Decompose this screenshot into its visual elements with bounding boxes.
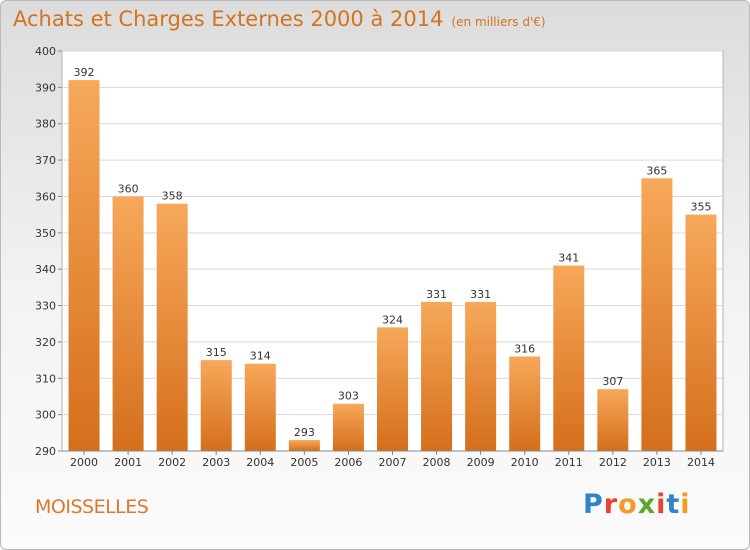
data-label: 341 bbox=[558, 252, 579, 265]
data-label: 307 bbox=[602, 375, 623, 388]
data-label: 331 bbox=[470, 288, 491, 301]
logo-letter: P bbox=[583, 489, 604, 520]
bar-2012 bbox=[597, 389, 629, 451]
chart-subtitle: (en milliers d'€) bbox=[451, 15, 546, 29]
y-tick-label: 290 bbox=[35, 445, 56, 458]
y-tick-label: 390 bbox=[35, 81, 56, 94]
x-tick-label: 2012 bbox=[599, 456, 627, 469]
x-tick-label: 2001 bbox=[114, 456, 142, 469]
y-tick-label: 360 bbox=[35, 190, 56, 203]
logo-letter: t bbox=[666, 489, 681, 520]
x-tick-label: 2004 bbox=[246, 456, 274, 469]
bar-2002 bbox=[156, 203, 188, 451]
y-tick-label: 370 bbox=[35, 154, 56, 167]
data-label: 365 bbox=[646, 164, 667, 177]
bar-2001 bbox=[112, 196, 144, 451]
data-label: 331 bbox=[426, 288, 447, 301]
data-label: 315 bbox=[206, 346, 227, 359]
logo-letter: i bbox=[680, 489, 691, 520]
chart-title: Achats et Charges Externes 2000 à 2014 (e… bbox=[13, 7, 546, 31]
bar-2005 bbox=[288, 440, 320, 451]
y-tick-label: 330 bbox=[35, 300, 56, 313]
bar-2008 bbox=[421, 301, 453, 451]
y-tick-label: 350 bbox=[35, 227, 56, 240]
x-tick-label: 2008 bbox=[423, 456, 451, 469]
bar-2010 bbox=[509, 356, 541, 451]
data-label: 324 bbox=[382, 313, 403, 326]
data-label: 293 bbox=[294, 426, 315, 439]
y-tick-label: 380 bbox=[35, 118, 56, 131]
proxiti-logo: Proxiti bbox=[583, 489, 691, 520]
y-tick-label: 300 bbox=[35, 409, 56, 422]
x-tick-label: 2000 bbox=[70, 456, 98, 469]
y-tick-label: 400 bbox=[35, 45, 56, 58]
x-tick-label: 2009 bbox=[467, 456, 495, 469]
data-label: 314 bbox=[250, 350, 271, 363]
bar-2011 bbox=[553, 265, 585, 451]
x-tick-label: 2007 bbox=[379, 456, 407, 469]
data-label: 360 bbox=[118, 182, 139, 195]
logo-letter: o bbox=[618, 489, 638, 520]
bar-2014 bbox=[685, 214, 717, 451]
bar-2004 bbox=[244, 363, 276, 451]
data-label: 355 bbox=[690, 201, 711, 214]
bar-2006 bbox=[332, 403, 364, 451]
y-tick-label: 340 bbox=[35, 263, 56, 276]
bar-2000 bbox=[68, 80, 100, 451]
data-label: 358 bbox=[162, 190, 183, 203]
logo-letter: x bbox=[637, 489, 657, 520]
chart-title-text: Achats et Charges Externes 2000 à 2014 bbox=[13, 7, 444, 31]
x-tick-label: 2010 bbox=[511, 456, 539, 469]
bar-2003 bbox=[200, 360, 232, 451]
x-tick-label: 2006 bbox=[334, 456, 362, 469]
y-tick-label: 310 bbox=[35, 372, 56, 385]
logo-letter: r bbox=[603, 489, 619, 520]
x-tick-label: 2003 bbox=[202, 456, 230, 469]
x-tick-label: 2011 bbox=[555, 456, 583, 469]
bar-2009 bbox=[465, 301, 497, 451]
y-tick-label: 320 bbox=[35, 336, 56, 349]
x-tick-label: 2013 bbox=[643, 456, 671, 469]
data-label: 316 bbox=[514, 342, 535, 355]
x-tick-label: 2005 bbox=[290, 456, 318, 469]
commune-name: MOISSELLES bbox=[35, 496, 149, 518]
x-tick-label: 2002 bbox=[158, 456, 186, 469]
data-label: 303 bbox=[338, 390, 359, 403]
x-tick-label: 2014 bbox=[687, 456, 715, 469]
bar-2007 bbox=[377, 327, 408, 451]
data-label: 392 bbox=[74, 66, 95, 79]
bar-2013 bbox=[641, 178, 673, 452]
logo-letter: i bbox=[656, 489, 667, 520]
